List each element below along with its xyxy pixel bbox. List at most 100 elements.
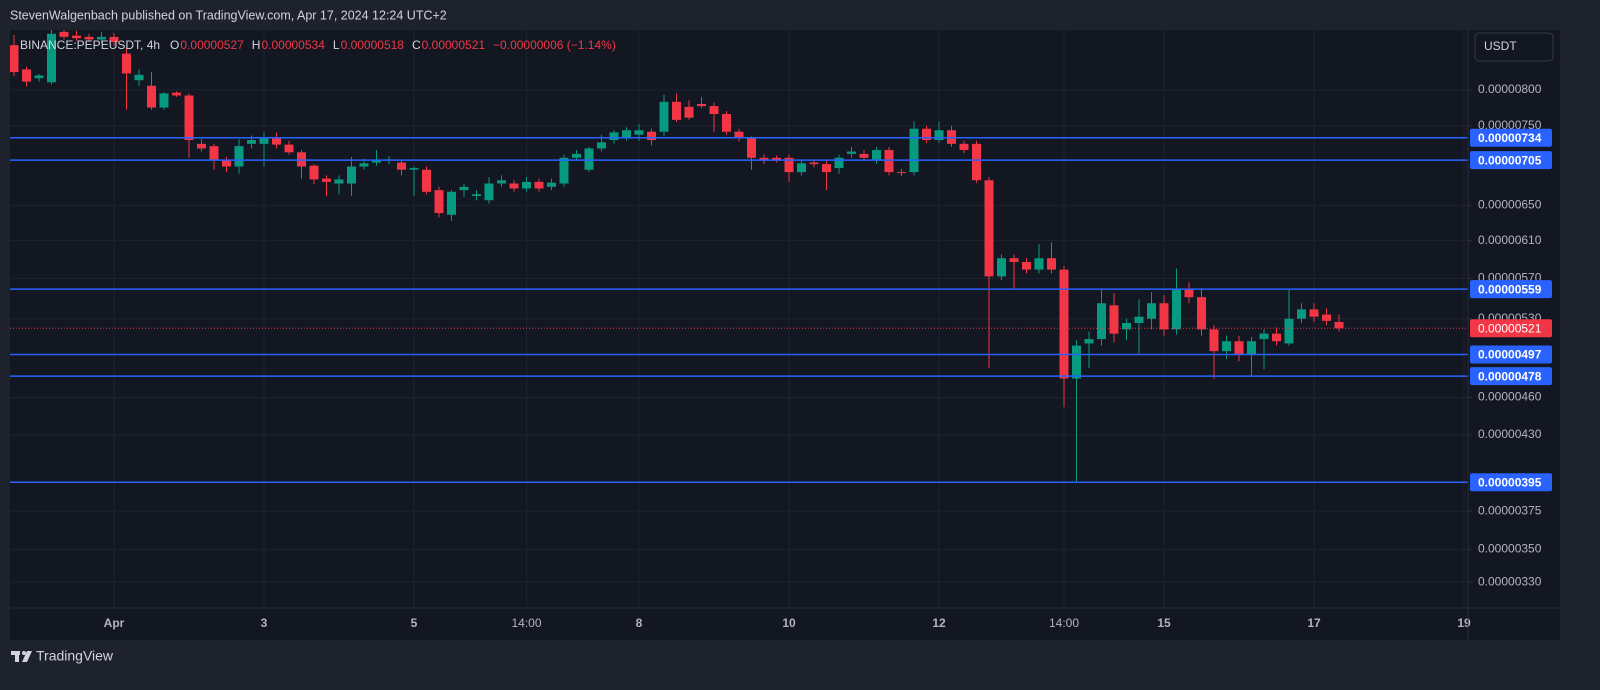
axes: 0.00000800 0.00000750 0.00000650 0.00000610… [10,30,1560,640]
x-tick-label: 8 [636,616,643,630]
published-line: StevenWalgenbach published on TradingVie… [10,8,447,22]
candle-body [472,194,481,196]
candle-body [222,160,231,167]
x-tick-label: 14:00 [511,616,541,630]
grid [10,30,1468,608]
candle-body [347,166,356,184]
candle-body [272,137,281,145]
candle-body [622,130,631,139]
candle-body [959,143,969,151]
candle-body [884,150,894,173]
level-label-bg [1470,128,1552,147]
candle-body [372,160,381,163]
ohlc-key: H [252,38,261,52]
x-tick-label: 19 [1457,616,1471,630]
candle-body [1122,322,1131,330]
candle-body [434,190,444,214]
candle-body [747,138,756,158]
candle-body [184,95,194,141]
candle-body [722,114,731,132]
candle-body [759,157,769,161]
candle-body [1284,318,1294,344]
y-tick-label: 0.00000800 [1478,82,1542,96]
candle-body [697,103,706,107]
level-label: 0.00000395 [1478,475,1542,489]
currency[interactable]: USDT [1484,39,1517,53]
candle-body [109,36,119,42]
brand-logo [11,651,32,662]
candle-body [1097,303,1106,340]
candle-body [84,36,94,40]
logo-part [22,651,32,662]
x-tick-label: 17 [1307,616,1321,630]
candle-body [809,162,819,165]
x-tick-label: Apr [104,616,125,630]
last-price-bg [1470,319,1552,338]
chart-area [10,30,1560,640]
x-tick-label: 5 [411,616,418,630]
symbol: BINANCE:PEPEUSDT, 4h [20,38,160,52]
x-tick-label: 10 [782,616,796,630]
candle-body [597,142,606,149]
ohlc-key: C [412,38,421,52]
logo-part [15,651,19,662]
level-label: 0.00000705 [1478,153,1542,167]
candle-body [34,75,44,79]
candle-body [609,132,619,141]
candle-body [10,45,19,73]
level-label: 0.00000559 [1478,282,1542,296]
candle-body [459,186,469,191]
candle-body [209,146,219,161]
candle-body [1309,309,1319,317]
candle-body [909,128,919,173]
candle-body [197,143,206,149]
level-label-bg [1470,151,1552,170]
candle-body [859,153,869,158]
candle-body [1322,314,1331,321]
candle-body [172,92,181,96]
candle-body [672,101,681,120]
candle-body [709,106,719,115]
ohlc-key: L [333,38,340,52]
candle-body [797,163,806,173]
plot [10,30,1468,483]
candle-body [922,128,931,141]
logo-part [22,651,26,655]
y-tick-label: 0.00000375 [1478,503,1542,517]
candle-body [847,151,856,154]
candle-body [772,157,781,161]
candle-body [897,172,906,174]
x-tick-label: 12 [932,616,946,630]
candle-body [234,146,244,167]
candle-body [972,143,981,181]
candle-body [1159,303,1169,330]
candle-body [584,148,594,170]
candle-body [1109,305,1119,334]
candle-body [872,150,881,161]
candle-body [497,180,506,184]
candle-body [997,258,1006,277]
candle-body [1134,316,1144,323]
candle-body [534,181,544,189]
candle-body [59,31,69,37]
candle-body [334,179,344,184]
ohlc-value: 0.00000518 [341,38,405,52]
ohlc-key: O [170,38,179,52]
level-label-bg [1470,473,1552,492]
candle-body [1259,333,1269,340]
candle-body [159,93,169,108]
brand: TradingView [36,648,114,664]
symbol-header: BINANCE:PEPEUSDT, 4h O 0.00000527 H 0.00000… [20,38,616,52]
candle-body [422,169,431,192]
candle-body [1247,341,1256,355]
candle-body [97,36,106,40]
last-price-label: 0.00000521 [1478,321,1542,335]
candle-body [734,131,744,139]
candle-body [1059,269,1069,379]
candle-body [984,180,994,277]
candle-body [509,183,519,189]
candle-body [309,165,319,180]
candle-body [1234,341,1244,355]
candle-body [1222,341,1231,352]
currency-box[interactable] [1474,32,1554,62]
